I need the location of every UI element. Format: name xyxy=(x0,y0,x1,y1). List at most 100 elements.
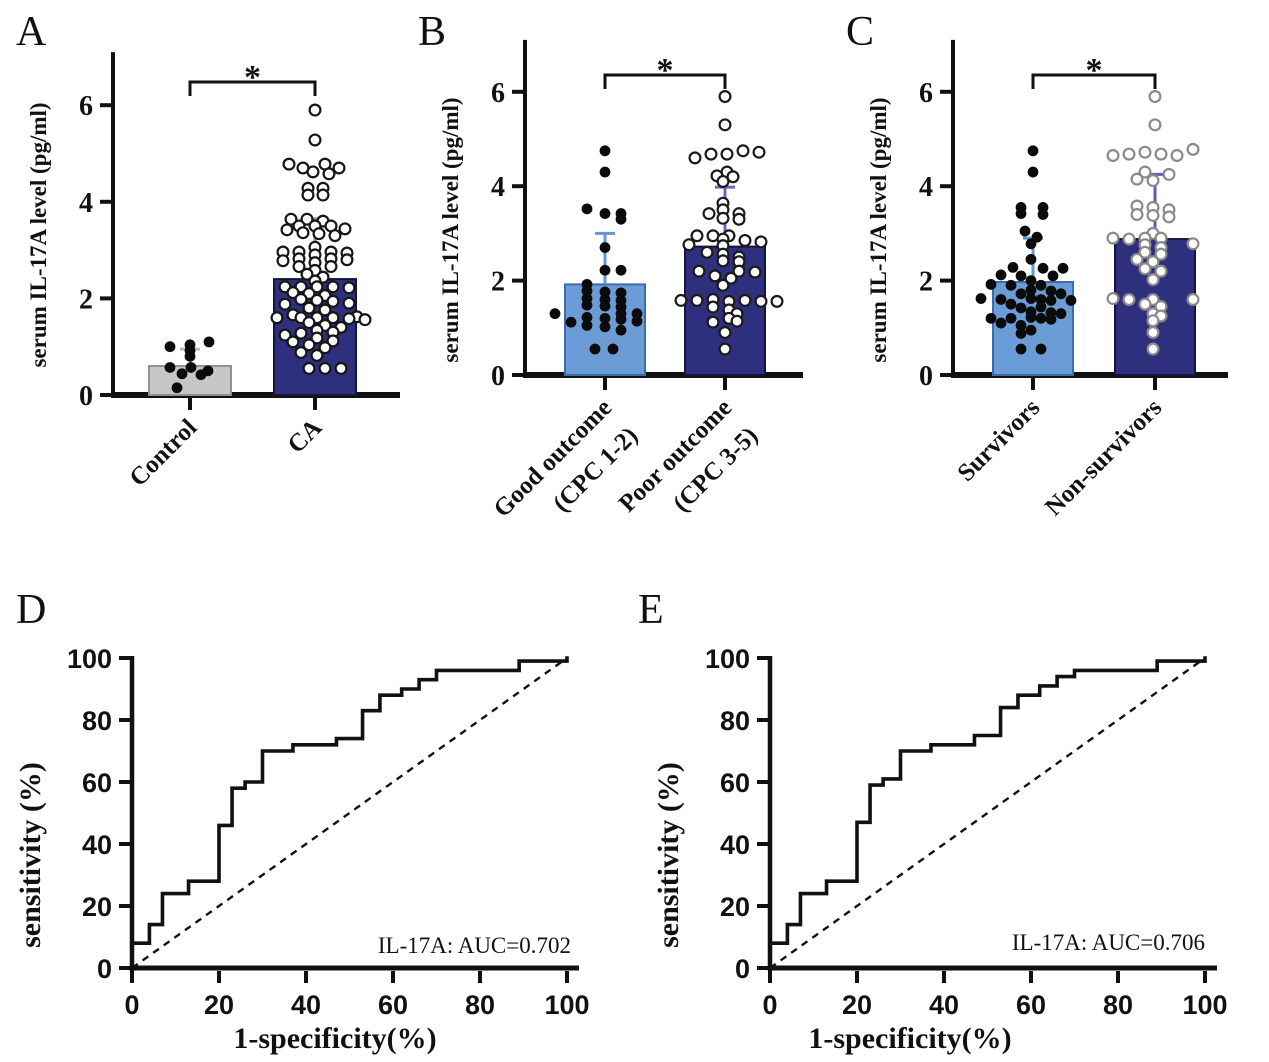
data-point xyxy=(716,254,730,268)
y-tick-label: 4 xyxy=(919,172,933,203)
significance-star: * xyxy=(1086,52,1103,89)
data-point xyxy=(185,362,197,373)
data-point xyxy=(724,271,738,285)
panel-letter-c: C xyxy=(846,9,875,55)
data-point xyxy=(1045,295,1057,306)
data-point xyxy=(324,260,338,274)
data-point xyxy=(301,188,315,202)
data-point xyxy=(706,300,720,314)
data-point xyxy=(754,235,768,249)
data-point xyxy=(615,264,627,276)
data-point xyxy=(1035,279,1047,291)
data-point xyxy=(581,299,593,311)
data-point xyxy=(184,350,196,362)
data-point xyxy=(599,321,611,333)
category-label-ca: CA xyxy=(283,414,328,459)
data-point xyxy=(718,342,732,356)
panel-letter-a: A xyxy=(16,9,47,55)
data-point xyxy=(1027,166,1039,178)
panel-e-chart: 0 20 40 60 80 100 0 20 40 60 80 100 IL-17A: AUC=0.70… xyxy=(652,644,1228,1055)
data-point xyxy=(615,324,627,336)
data-point xyxy=(549,308,561,320)
scatter-points-ca xyxy=(270,103,372,375)
data-point xyxy=(708,269,722,283)
data-point xyxy=(1019,225,1031,237)
data-point xyxy=(1015,208,1027,219)
data-point xyxy=(985,278,997,290)
data-point xyxy=(754,294,768,308)
x-tick-label: 20 xyxy=(204,990,234,1020)
data-point xyxy=(1025,293,1037,304)
data-point xyxy=(748,265,762,279)
data-point xyxy=(284,212,298,226)
data-point xyxy=(716,278,730,292)
data-point xyxy=(615,287,627,299)
data-point xyxy=(1005,298,1017,310)
data-point xyxy=(294,326,308,340)
x-tick-label: 40 xyxy=(291,990,321,1020)
y-tick-label: 20 xyxy=(720,892,750,922)
x-tick-label: 0 xyxy=(762,990,777,1020)
data-point xyxy=(300,267,314,281)
data-point xyxy=(342,281,356,295)
y-tick-label: 0 xyxy=(919,361,933,392)
data-point xyxy=(1146,342,1160,356)
y-tick-label: 40 xyxy=(82,830,112,860)
data-point xyxy=(770,294,784,308)
data-point xyxy=(1154,247,1168,261)
y-tick-label: 20 xyxy=(82,892,112,922)
scatter-points-survivors xyxy=(975,145,1077,355)
data-point xyxy=(1027,145,1039,157)
data-point xyxy=(581,320,593,331)
data-point xyxy=(1186,237,1200,251)
data-point xyxy=(565,316,577,328)
data-point xyxy=(1047,270,1059,282)
data-point xyxy=(308,133,322,147)
data-point xyxy=(342,312,356,326)
data-point xyxy=(280,223,294,237)
data-point xyxy=(342,296,356,310)
data-point xyxy=(1015,328,1027,339)
data-point xyxy=(308,103,322,117)
data-point xyxy=(599,286,611,298)
y-axis-title: serum IL-17A level (pg/ml) xyxy=(866,97,891,362)
data-point xyxy=(1057,262,1069,274)
data-point xyxy=(302,361,316,375)
data-point xyxy=(1106,292,1120,306)
x-tick-label: 80 xyxy=(465,990,495,1020)
data-point xyxy=(278,297,292,311)
roc-curve xyxy=(768,656,1207,970)
data-point xyxy=(995,294,1007,305)
y-tick-label: 80 xyxy=(82,706,112,736)
scatter-points-non-survivors xyxy=(1106,90,1200,356)
data-point xyxy=(599,264,611,276)
y-tick-label: 2 xyxy=(919,267,933,298)
data-point xyxy=(599,242,611,253)
data-point xyxy=(599,166,611,178)
data-point xyxy=(615,313,627,325)
data-point xyxy=(1106,149,1120,163)
scatter-points-control xyxy=(164,336,215,394)
data-point xyxy=(975,293,987,304)
x-tick-label: 100 xyxy=(544,990,589,1020)
category-label-survivors: Survivors xyxy=(952,394,1045,487)
data-point xyxy=(599,300,611,312)
y-tick-label: 0 xyxy=(97,954,112,984)
data-point xyxy=(292,260,306,274)
y-tick-label: 2 xyxy=(491,267,505,298)
data-point xyxy=(1138,145,1152,159)
data-point xyxy=(599,145,611,157)
panel-a-chart: 0 2 4 6 Control CA * serum IL-17A level (pg/ml) xyxy=(26,52,400,492)
panel-d-chart: 0 20 40 60 80 100 0 20 40 60 80 100 IL-17A: AUC=0.70… xyxy=(14,644,590,1055)
data-point xyxy=(1005,279,1017,291)
data-point xyxy=(615,213,627,225)
scatter-points-good-outcome xyxy=(549,145,643,355)
data-point xyxy=(688,151,702,165)
data-point xyxy=(726,170,740,184)
data-point xyxy=(302,316,316,330)
data-point xyxy=(334,361,348,375)
x-tick-label: 60 xyxy=(378,990,408,1020)
